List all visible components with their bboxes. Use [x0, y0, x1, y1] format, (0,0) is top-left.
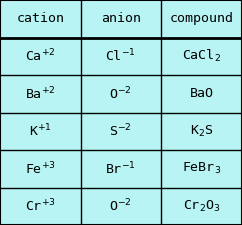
Bar	[0, 75, 81, 112]
Text: CaCl$_2$: CaCl$_2$	[182, 48, 221, 64]
Text: K$^{+1}$: K$^{+1}$	[29, 123, 52, 140]
Bar	[81, 150, 161, 187]
Bar	[81, 0, 161, 38]
Text: Fe$^{+3}$: Fe$^{+3}$	[25, 160, 56, 177]
Text: BaO: BaO	[189, 87, 214, 100]
Text: S$^{-2}$: S$^{-2}$	[109, 123, 132, 140]
Text: anion: anion	[101, 12, 141, 25]
Text: cation: cation	[16, 12, 64, 25]
Bar	[0, 0, 81, 38]
Text: O$^{-2}$: O$^{-2}$	[109, 86, 132, 102]
Bar	[81, 75, 161, 112]
Text: Ba$^{+2}$: Ba$^{+2}$	[25, 86, 56, 102]
Bar	[0, 38, 81, 75]
Bar	[81, 38, 161, 75]
Bar	[81, 112, 161, 150]
Bar	[161, 38, 242, 75]
Text: FeBr$_3$: FeBr$_3$	[182, 161, 221, 176]
Text: O$^{-2}$: O$^{-2}$	[109, 198, 132, 215]
Bar	[161, 187, 242, 225]
Text: Ca$^{+2}$: Ca$^{+2}$	[25, 48, 56, 65]
Text: K$_2$S: K$_2$S	[190, 124, 213, 139]
Text: Cr$^{+3}$: Cr$^{+3}$	[25, 198, 56, 215]
Bar	[81, 187, 161, 225]
Text: compound: compound	[170, 12, 234, 25]
Bar	[161, 75, 242, 112]
Text: Br$^{-1}$: Br$^{-1}$	[106, 160, 136, 177]
Bar	[161, 150, 242, 187]
Text: Cr$_2$O$_3$: Cr$_2$O$_3$	[183, 199, 220, 214]
Bar	[161, 0, 242, 38]
Bar	[161, 112, 242, 150]
Bar	[0, 187, 81, 225]
Bar	[0, 112, 81, 150]
Text: Cl$^{-1}$: Cl$^{-1}$	[106, 48, 136, 65]
Bar	[0, 150, 81, 187]
